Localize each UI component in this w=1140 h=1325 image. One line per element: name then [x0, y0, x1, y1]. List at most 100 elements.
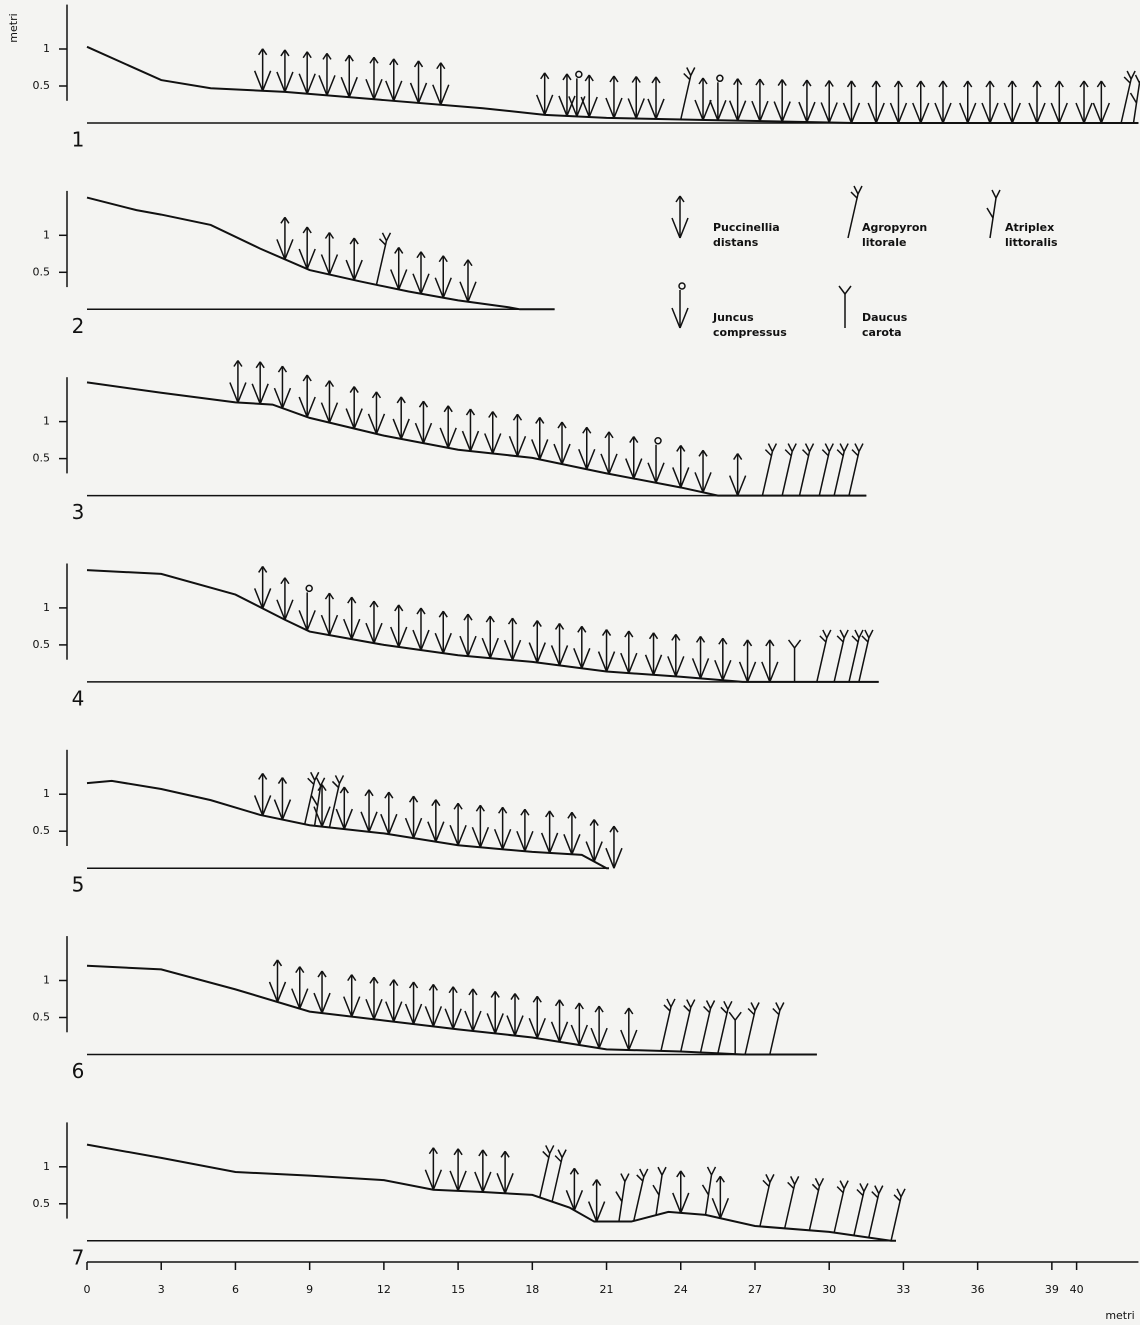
stroke [390, 626, 400, 648]
stroke [686, 999, 692, 1008]
stroke [709, 1000, 716, 1009]
y-tick-label: 0.5 [33, 824, 51, 837]
stroke [633, 1176, 645, 1222]
stroke [1126, 70, 1132, 80]
stroke [801, 449, 810, 457]
stroke [549, 1145, 555, 1154]
stroke [578, 448, 588, 470]
stroke [694, 99, 704, 121]
stroke [893, 80, 900, 88]
stroke [714, 659, 724, 681]
stroke [588, 74, 594, 82]
plant [848, 443, 864, 496]
stroke [578, 1024, 589, 1046]
stroke [698, 449, 704, 457]
y-tick-label: 1 [43, 787, 50, 800]
stroke [320, 402, 331, 423]
stroke [736, 100, 747, 121]
stroke [742, 639, 749, 647]
stroke [259, 361, 265, 369]
stroke [237, 382, 247, 403]
stroke [536, 620, 542, 627]
stroke [281, 365, 288, 373]
stroke [775, 1002, 781, 1011]
plant [550, 623, 569, 666]
stroke [349, 386, 355, 393]
stroke [868, 629, 874, 639]
stroke [467, 613, 473, 621]
stroke [821, 449, 829, 457]
stroke [280, 49, 286, 57]
stroke [367, 413, 378, 435]
stroke [394, 247, 400, 254]
plant [345, 386, 363, 429]
stroke [863, 1183, 869, 1192]
plant [738, 639, 757, 683]
stroke [562, 73, 568, 81]
plant [273, 777, 292, 820]
stroke [695, 635, 702, 643]
stroke [938, 80, 944, 88]
stroke [620, 1173, 626, 1182]
stroke [340, 76, 350, 98]
stroke [784, 449, 792, 457]
plant [268, 959, 287, 1003]
stroke [474, 1171, 484, 1193]
stroke [643, 1168, 649, 1178]
stroke [857, 185, 863, 195]
stroke [985, 80, 991, 88]
plant [493, 806, 512, 850]
stroke [511, 617, 518, 625]
plant [890, 1188, 906, 1241]
stroke [613, 75, 619, 83]
stroke [569, 1167, 576, 1175]
plant [340, 54, 358, 98]
stroke [737, 453, 743, 461]
stroke [654, 437, 662, 445]
stroke [833, 1188, 845, 1233]
stroke [746, 639, 753, 647]
stroke [434, 632, 444, 654]
stroke [1123, 76, 1131, 84]
panel-label: 3 [72, 500, 85, 524]
x-tick-label: 39 [1045, 1283, 1059, 1296]
stroke [306, 610, 316, 631]
stroke [824, 80, 830, 87]
stroke [811, 1183, 819, 1191]
stroke [781, 451, 793, 496]
plant [761, 639, 779, 683]
stroke [600, 453, 610, 475]
stroke [851, 635, 859, 643]
plant [276, 577, 294, 621]
stroke [839, 443, 845, 452]
stroke [671, 307, 681, 329]
stroke [615, 1191, 623, 1202]
stroke [306, 51, 312, 59]
stroke [365, 78, 375, 100]
stroke [353, 408, 363, 429]
stroke [571, 834, 581, 855]
plant [291, 966, 309, 1009]
stroke [671, 217, 681, 239]
plant [345, 237, 363, 281]
stroke [416, 251, 422, 259]
plant [251, 361, 269, 405]
stroke [838, 285, 846, 295]
stroke [680, 1007, 692, 1052]
stroke [482, 1171, 492, 1193]
y-tick-label: 1 [43, 1160, 50, 1173]
stroke [457, 802, 463, 810]
y-tick-label: 0.5 [33, 79, 51, 92]
stroke [1134, 74, 1140, 84]
plant [699, 1000, 716, 1053]
stroke [412, 795, 419, 803]
stroke [384, 791, 390, 799]
stroke [636, 1174, 644, 1182]
stroke [851, 449, 859, 457]
stroke [321, 970, 327, 978]
plant [298, 226, 316, 270]
stroke [381, 232, 388, 242]
stroke [864, 629, 870, 639]
stroke [558, 999, 565, 1007]
stroke [389, 979, 395, 987]
